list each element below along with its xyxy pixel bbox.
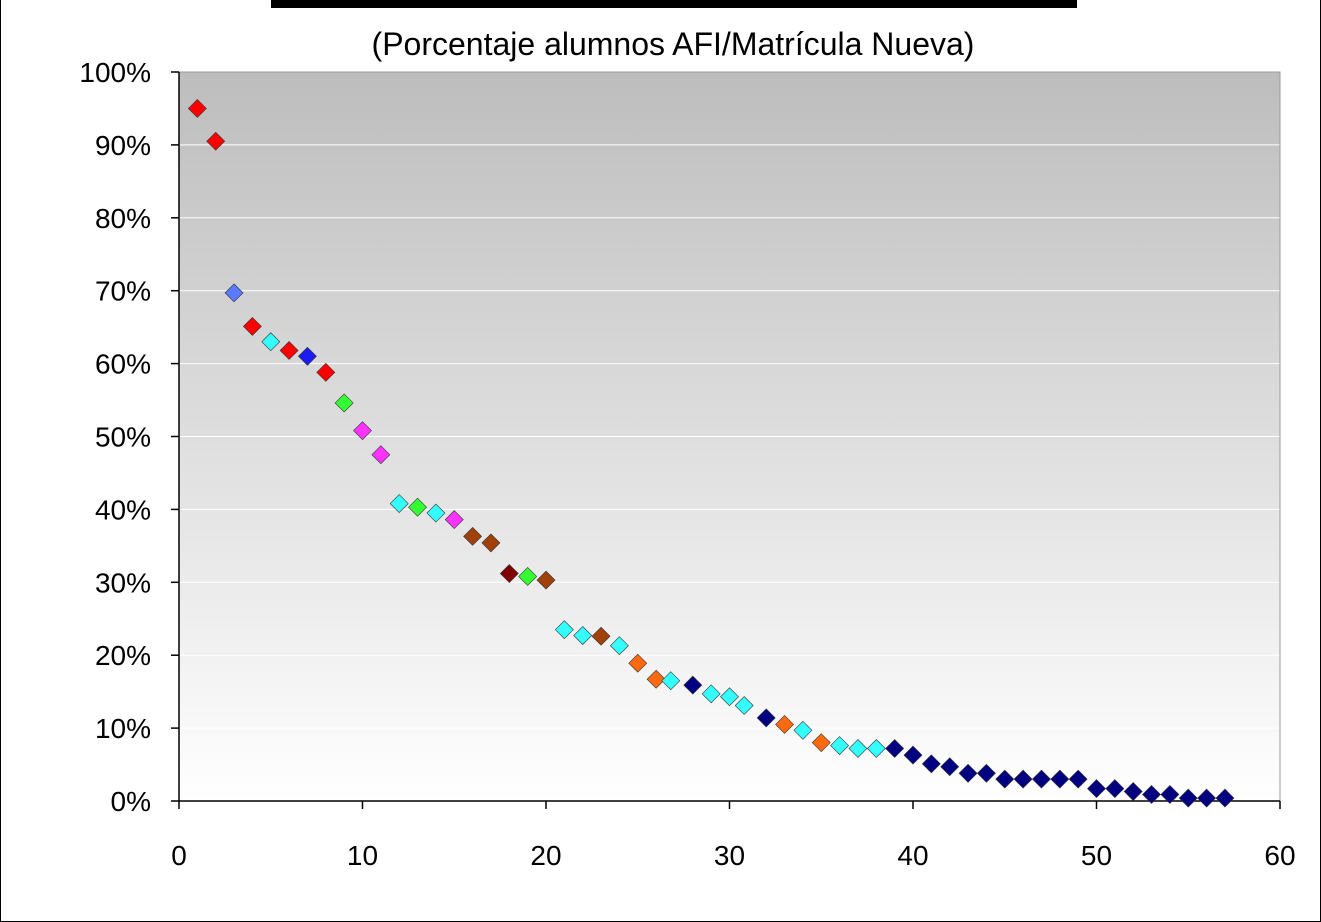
data-point: [408, 497, 427, 517]
chart-subtitle: (Porcentaje alumnos AFI/Matrícula Nueva): [372, 26, 975, 62]
x-tick-labels: 0 10 20 30 40 50 60: [171, 840, 1295, 871]
gridlines: [178, 71, 1281, 802]
data-point: [1032, 769, 1051, 789]
x-tick-label: 30: [714, 840, 745, 871]
data-point: [481, 533, 501, 553]
data-point: [536, 570, 556, 590]
y-tick-label: 50%: [95, 422, 151, 453]
y-tick-label: 40%: [95, 494, 151, 525]
data-point: [224, 283, 244, 303]
data-point: [628, 653, 648, 673]
data-point: [1087, 779, 1106, 799]
data-point: [1123, 782, 1143, 801]
data-point: [334, 393, 354, 413]
data-point: [187, 99, 207, 118]
data-point: [1105, 779, 1125, 799]
data-point: [609, 636, 629, 656]
x-tick-label: 40: [897, 840, 928, 871]
data-point: [866, 739, 886, 758]
y-tick-label: 60%: [95, 349, 151, 380]
y-tick-labels: 0% 10% 20% 30% 40% 50% 60% 70% 80% 90% 100%: [79, 57, 151, 817]
data-point: [958, 763, 978, 783]
data-point: [389, 494, 409, 513]
data-point: [756, 708, 776, 728]
data-point: [811, 733, 831, 753]
y-tick-label: 70%: [95, 276, 151, 307]
title-remnant: [271, 0, 1077, 8]
data-point: [885, 739, 905, 758]
data-point: [793, 720, 813, 740]
data-point: [591, 626, 611, 646]
data-point: [701, 684, 721, 704]
x-tick-label: 20: [530, 840, 561, 871]
data-point: [518, 567, 538, 586]
data-point: [830, 736, 850, 756]
y-tick-label: 100%: [79, 57, 151, 88]
data-points: [187, 99, 1235, 808]
data-point: [903, 745, 923, 765]
y-tick-label: 90%: [95, 130, 151, 161]
data-point: [554, 620, 574, 640]
data-point: [1068, 769, 1088, 789]
y-tick-label: 20%: [95, 640, 151, 671]
data-point: [646, 669, 666, 689]
data-point: [444, 510, 464, 530]
data-point: [1197, 788, 1217, 808]
data-point: [1160, 785, 1180, 804]
x-tick-label: 10: [347, 840, 378, 871]
y-tick-label: 0%: [111, 786, 151, 817]
data-point: [940, 757, 960, 777]
data-point: [1050, 769, 1070, 789]
data-point: [316, 362, 336, 382]
data-point: [995, 769, 1015, 789]
data-point: [279, 341, 299, 360]
data-point: [371, 445, 391, 465]
data-point: [499, 564, 519, 583]
data-point: [775, 715, 794, 734]
data-point: [426, 503, 446, 523]
data-point: [921, 754, 941, 774]
data-point: [1142, 785, 1161, 804]
data-point: [206, 131, 226, 151]
data-point: [1013, 769, 1033, 789]
data-point: [734, 696, 754, 715]
x-tick-label: 60: [1264, 840, 1295, 871]
x-tick-label: 50: [1081, 840, 1112, 871]
data-point: [720, 687, 739, 707]
axes: [171, 71, 1281, 809]
x-tick-label: 0: [171, 840, 187, 871]
data-point: [353, 421, 372, 441]
data-point: [976, 763, 996, 783]
data-point: [242, 316, 262, 336]
data-point: [1215, 788, 1235, 808]
y-tick-label: 30%: [95, 567, 151, 598]
data-point: [298, 346, 317, 366]
data-point: [261, 332, 281, 352]
y-tick-label: 10%: [95, 713, 151, 744]
data-point: [683, 675, 703, 695]
data-point: [848, 739, 868, 758]
data-point: [1178, 788, 1198, 808]
y-tick-label: 80%: [95, 203, 151, 234]
data-point: [661, 671, 681, 691]
data-point: [463, 526, 483, 546]
data-point: [573, 626, 593, 645]
